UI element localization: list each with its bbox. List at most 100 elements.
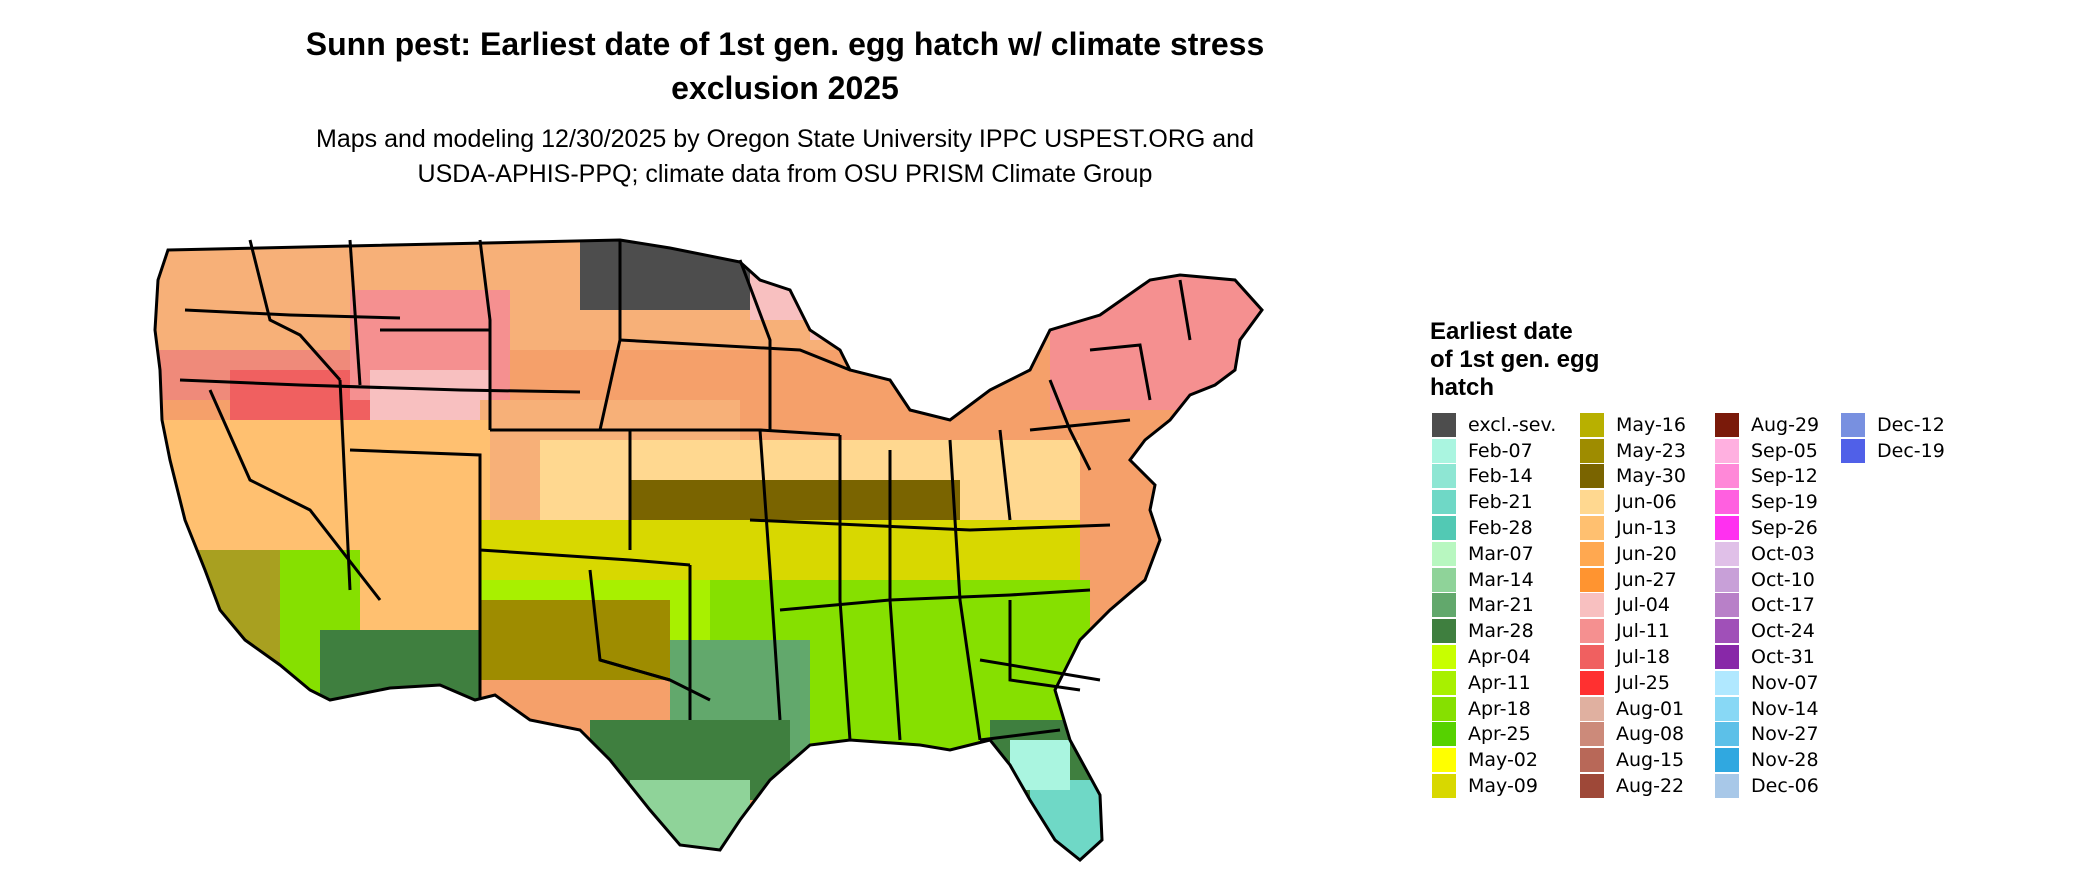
legend-item: Oct-24 bbox=[1715, 618, 1819, 644]
legend-item: Aug-01 bbox=[1580, 696, 1686, 722]
legend-label: Nov-14 bbox=[1751, 697, 1819, 720]
legend-label: Sep-26 bbox=[1751, 517, 1818, 540]
legend-swatch bbox=[1715, 412, 1739, 437]
legend-swatch bbox=[1432, 464, 1456, 489]
legend-label: Sep-19 bbox=[1751, 491, 1818, 514]
legend-label: Jun-06 bbox=[1616, 491, 1677, 514]
legend-item: Aug-22 bbox=[1580, 773, 1686, 799]
legend-swatch bbox=[1841, 412, 1865, 437]
legend-swatch bbox=[1580, 748, 1604, 773]
state-borders bbox=[153, 238, 1264, 862]
legend-swatch bbox=[1432, 593, 1456, 618]
legend-label: Mar-14 bbox=[1468, 568, 1534, 591]
legend-swatch bbox=[1432, 645, 1456, 670]
us-map bbox=[153, 238, 1264, 862]
legend-label: excl.-sev. bbox=[1468, 413, 1557, 436]
legend-label: Oct-31 bbox=[1751, 646, 1815, 669]
legend-swatch bbox=[1432, 774, 1456, 799]
legend-swatch bbox=[1580, 593, 1604, 618]
legend-title-line-1: Earliest date bbox=[1430, 318, 1573, 345]
legend-swatch bbox=[1715, 774, 1739, 799]
legend-swatch bbox=[1580, 645, 1604, 670]
legend-swatch bbox=[1432, 438, 1456, 463]
map-title: Sunn pest: Earliest date of 1st gen. egg… bbox=[160, 22, 1410, 110]
legend-swatch bbox=[1432, 722, 1456, 747]
legend-label: Nov-07 bbox=[1751, 671, 1819, 694]
legend-swatch bbox=[1715, 645, 1739, 670]
legend-label: Feb-07 bbox=[1468, 439, 1533, 462]
legend-item: Jul-11 bbox=[1580, 618, 1686, 644]
legend-item: Sep-19 bbox=[1715, 489, 1819, 515]
legend-label: Feb-28 bbox=[1468, 517, 1533, 540]
legend-item: Apr-18 bbox=[1432, 696, 1556, 722]
legend-swatch bbox=[1715, 567, 1739, 592]
legend-item: Oct-10 bbox=[1715, 567, 1819, 593]
legend-swatch bbox=[1432, 619, 1456, 644]
legend-item: Mar-07 bbox=[1432, 541, 1556, 567]
legend-label: Jun-13 bbox=[1616, 517, 1677, 540]
legend-item: Feb-07 bbox=[1432, 438, 1556, 464]
legend-item: Aug-29 bbox=[1715, 412, 1819, 438]
legend-item: Dec-12 bbox=[1841, 412, 1945, 438]
legend-label: May-02 bbox=[1468, 749, 1538, 772]
title-line-2: exclusion 2025 bbox=[671, 70, 899, 106]
color-bands bbox=[155, 240, 1262, 860]
legend-item: Jun-27 bbox=[1580, 567, 1686, 593]
legend: excl.-sev. Feb-07 Feb-14 Feb-21 Feb-28 Mar-07… bbox=[1432, 412, 2032, 802]
legend-item: excl.-sev. bbox=[1432, 412, 1556, 438]
legend-swatch bbox=[1715, 438, 1739, 463]
legend-label: May-09 bbox=[1468, 775, 1538, 798]
legend-label: Nov-27 bbox=[1751, 723, 1819, 746]
legend-swatch bbox=[1580, 464, 1604, 489]
subtitle-line-1: Maps and modeling 12/30/2025 by Oregon S… bbox=[316, 125, 1254, 153]
legend-swatch bbox=[1580, 541, 1604, 566]
legend-label: Apr-18 bbox=[1468, 697, 1531, 720]
legend-item: Apr-25 bbox=[1432, 722, 1556, 748]
legend-label: Jul-25 bbox=[1616, 671, 1670, 694]
legend-swatch bbox=[1715, 593, 1739, 618]
legend-label: Oct-24 bbox=[1751, 620, 1815, 643]
legend-label: Mar-07 bbox=[1468, 542, 1534, 565]
legend-item: Mar-21 bbox=[1432, 593, 1556, 619]
legend-label: May-23 bbox=[1616, 439, 1686, 462]
legend-label: May-30 bbox=[1616, 465, 1686, 488]
legend-label: Jul-18 bbox=[1616, 646, 1670, 669]
legend-item: Mar-28 bbox=[1432, 618, 1556, 644]
legend-label: Sep-05 bbox=[1751, 439, 1818, 462]
legend-swatch bbox=[1432, 490, 1456, 515]
legend-item: Nov-07 bbox=[1715, 670, 1819, 696]
legend-item: Oct-31 bbox=[1715, 644, 1819, 670]
legend-label: Nov-28 bbox=[1751, 749, 1819, 772]
legend-column: May-16 May-23 May-30 Jun-06 Jun-13 Jun-20 Jun-… bbox=[1580, 412, 1686, 799]
legend-swatch bbox=[1715, 464, 1739, 489]
legend-column: excl.-sev. Feb-07 Feb-14 Feb-21 Feb-28 Mar-07… bbox=[1432, 412, 1556, 799]
legend-swatch bbox=[1715, 516, 1739, 541]
legend-swatch bbox=[1841, 438, 1865, 463]
legend-label: Dec-06 bbox=[1751, 775, 1819, 798]
legend-item: Sep-12 bbox=[1715, 464, 1819, 490]
legend-label: Apr-11 bbox=[1468, 671, 1531, 694]
legend-swatch bbox=[1580, 412, 1604, 437]
legend-item: Oct-03 bbox=[1715, 541, 1819, 567]
title-line-1: Sunn pest: Earliest date of 1st gen. egg… bbox=[305, 26, 1265, 62]
legend-swatch bbox=[1580, 619, 1604, 644]
legend-label: Jul-04 bbox=[1616, 594, 1670, 617]
legend-item: Jun-13 bbox=[1580, 515, 1686, 541]
legend-item: Mar-14 bbox=[1432, 567, 1556, 593]
legend-item: Feb-21 bbox=[1432, 489, 1556, 515]
legend-swatch bbox=[1432, 696, 1456, 721]
legend-swatch bbox=[1432, 748, 1456, 773]
legend-item: Dec-06 bbox=[1715, 773, 1819, 799]
legend-item: May-09 bbox=[1432, 773, 1556, 799]
legend-item: Oct-17 bbox=[1715, 593, 1819, 619]
legend-swatch bbox=[1580, 516, 1604, 541]
legend-label: Aug-01 bbox=[1616, 697, 1685, 720]
legend-title-line-2: of 1st gen. egg bbox=[1430, 346, 1600, 373]
legend-item: Apr-04 bbox=[1432, 644, 1556, 670]
legend-item: Feb-14 bbox=[1432, 464, 1556, 490]
legend-swatch bbox=[1580, 722, 1604, 747]
legend-swatch bbox=[1580, 490, 1604, 515]
legend-label: Dec-19 bbox=[1877, 439, 1945, 462]
map-subtitle: Maps and modeling 12/30/2025 by Oregon S… bbox=[160, 122, 1410, 192]
legend-item: Jun-06 bbox=[1580, 489, 1686, 515]
